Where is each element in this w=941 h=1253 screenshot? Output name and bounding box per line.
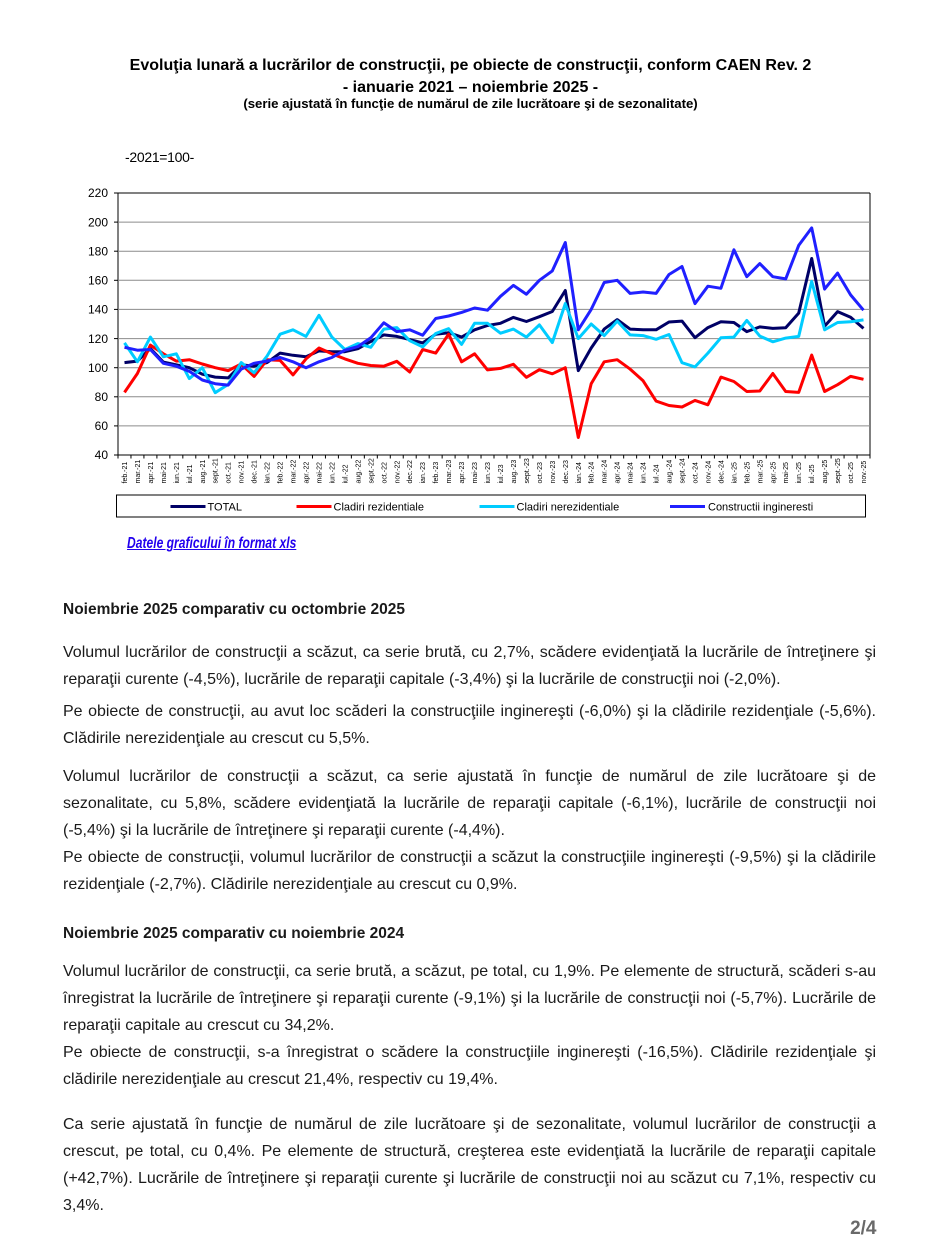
svg-text:sept.-23: sept.-23 [524, 458, 531, 483]
svg-text:ian.-24: ian.-24 [576, 462, 583, 484]
svg-text:ian.-23: ian.-23 [420, 462, 427, 484]
svg-text:dec.-23: dec.-23 [563, 460, 570, 483]
svg-text:aug.-25: aug.-25 [822, 460, 829, 484]
svg-text:Cladiri rezidentiale: Cladiri rezidentiale [334, 502, 425, 514]
svg-text:iun.-25: iun.-25 [796, 462, 803, 484]
svg-text:iul.-22: iul.-22 [342, 464, 349, 483]
svg-text:mai-22: mai-22 [317, 462, 324, 484]
svg-text:120: 120 [88, 332, 108, 346]
svg-text:iun.-21: iun.-21 [174, 462, 181, 484]
svg-text:aug.-22: aug.-22 [355, 460, 362, 484]
svg-text:mai-21: mai-21 [161, 462, 168, 484]
svg-text:160: 160 [88, 274, 108, 288]
svg-text:iun.-22: iun.-22 [329, 462, 336, 484]
svg-text:dec.-21: dec.-21 [252, 460, 259, 483]
svg-text:nov.-23: nov.-23 [550, 461, 557, 484]
svg-text:ian.-22: ian.-22 [265, 462, 272, 484]
svg-text:feb.-25: feb.-25 [744, 462, 751, 484]
svg-text:oct.-25: oct.-25 [848, 462, 855, 484]
svg-text:mar.-25: mar.-25 [757, 460, 764, 484]
svg-text:iun.-24: iun.-24 [641, 462, 648, 484]
svg-text:ian.-25: ian.-25 [731, 462, 738, 484]
svg-text:mar.-23: mar.-23 [446, 460, 453, 484]
svg-text:sept.-24: sept.-24 [680, 458, 687, 483]
svg-text:sept.-21: sept.-21 [213, 458, 220, 483]
svg-text:dec.-22: dec.-22 [407, 460, 414, 483]
svg-text:nov.-25: nov.-25 [861, 461, 868, 484]
svg-text:iul.-23: iul.-23 [498, 464, 505, 483]
svg-text:TOTAL: TOTAL [208, 502, 242, 514]
svg-text:nov.-21: nov.-21 [239, 461, 246, 484]
svg-text:oct.-23: oct.-23 [537, 462, 544, 484]
svg-text:apr.-25: apr.-25 [770, 462, 777, 484]
svg-text:mai-24: mai-24 [628, 462, 635, 484]
svg-text:mai-25: mai-25 [783, 462, 790, 484]
svg-text:180: 180 [88, 244, 108, 258]
svg-text:oct.-24: oct.-24 [693, 462, 700, 484]
svg-text:iun.-23: iun.-23 [485, 462, 492, 484]
svg-text:aug.-24: aug.-24 [667, 460, 674, 484]
svg-text:feb.-21: feb.-21 [122, 462, 129, 484]
svg-text:nov.-22: nov.-22 [394, 461, 401, 484]
svg-text:apr.-21: apr.-21 [148, 462, 155, 484]
svg-text:mar.-24: mar.-24 [602, 460, 609, 484]
svg-text:iul.-24: iul.-24 [654, 464, 661, 483]
svg-text:60: 60 [95, 419, 109, 433]
svg-text:80: 80 [95, 390, 109, 404]
svg-text:feb.-22: feb.-22 [278, 462, 285, 484]
svg-text:200: 200 [88, 215, 108, 229]
svg-text:oct.-21: oct.-21 [226, 462, 233, 484]
svg-text:Cladiri nerezidentiale: Cladiri nerezidentiale [517, 502, 620, 514]
svg-text:140: 140 [88, 303, 108, 317]
svg-text:iul.-21: iul.-21 [187, 464, 194, 483]
svg-text:220: 220 [88, 186, 108, 200]
svg-text:sept.-25: sept.-25 [835, 458, 842, 483]
svg-text:oct.-22: oct.-22 [381, 462, 388, 484]
svg-text:apr.-22: apr.-22 [304, 462, 311, 484]
svg-text:100: 100 [88, 361, 108, 375]
svg-text:Constructii ingineresti: Constructii ingineresti [708, 502, 813, 514]
svg-text:feb.-23: feb.-23 [433, 462, 440, 484]
svg-text:iul.-25: iul.-25 [809, 464, 816, 483]
svg-text:aug.-23: aug.-23 [511, 460, 518, 484]
svg-text:apr.-24: apr.-24 [615, 462, 622, 484]
svg-text:feb.-24: feb.-24 [589, 462, 596, 484]
svg-text:mar.-22: mar.-22 [291, 460, 298, 484]
svg-text:mai-23: mai-23 [472, 462, 479, 484]
svg-text:dec.-24: dec.-24 [718, 460, 725, 483]
svg-text:nov.-24: nov.-24 [705, 461, 712, 484]
svg-text:sept.-22: sept.-22 [368, 458, 375, 483]
svg-text:apr.-23: apr.-23 [459, 462, 466, 484]
svg-text:40: 40 [95, 448, 109, 462]
svg-text:mar.-21: mar.-21 [135, 460, 142, 484]
svg-text:aug.-21: aug.-21 [200, 460, 207, 484]
